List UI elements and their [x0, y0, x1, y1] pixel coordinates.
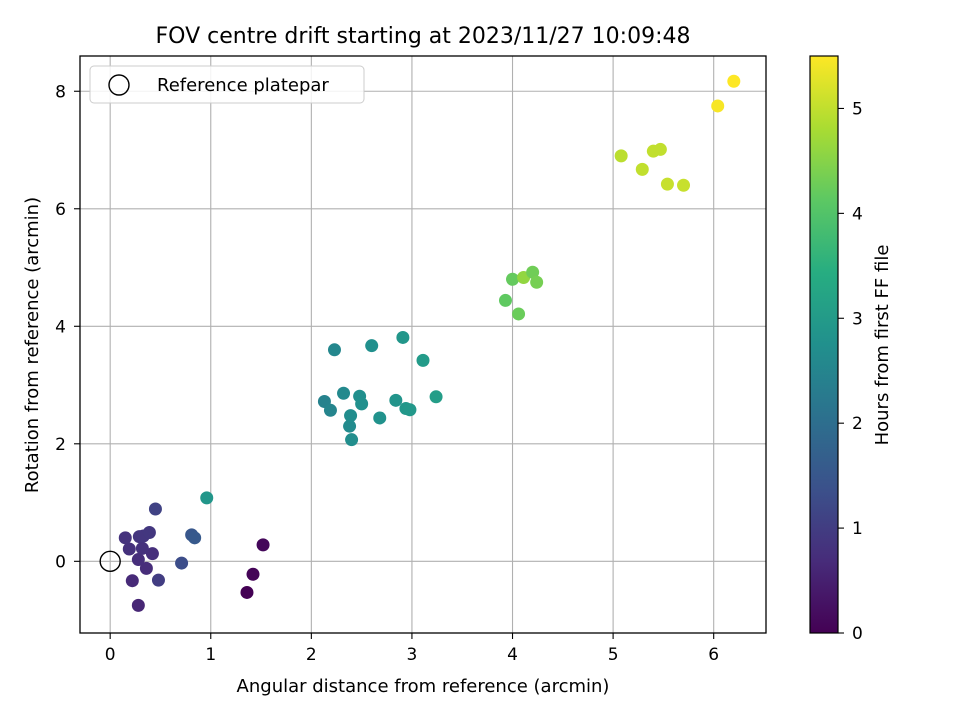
data-point [139, 561, 153, 575]
data-point [131, 553, 145, 567]
x-tick-label: 2 [306, 645, 317, 665]
data-point [396, 330, 410, 344]
data-point [506, 272, 520, 286]
data-point [256, 538, 270, 552]
scatter-points [118, 74, 741, 612]
x-tick-label: 0 [105, 645, 116, 665]
colorbar-frame [809, 55, 839, 634]
data-point [200, 491, 214, 505]
x-tick-label: 3 [407, 645, 418, 665]
y-axis-label: Rotation from reference (arcmin) [22, 197, 43, 493]
data-point [122, 542, 136, 556]
legend: Reference platepar [89, 65, 365, 104]
x-tick-label: 6 [708, 645, 719, 665]
data-point [131, 598, 145, 612]
data-point [343, 419, 357, 433]
y-tick-label: 2 [55, 435, 66, 455]
data-point [727, 74, 741, 88]
grid-lines [80, 56, 766, 633]
colorbar-tick-label: 0 [852, 624, 863, 644]
data-point [344, 409, 358, 423]
y-tick-label: 8 [55, 82, 66, 102]
data-point [151, 573, 165, 587]
reference-platepar-marker [99, 550, 121, 573]
legend-reference-marker [108, 74, 130, 96]
data-point [429, 390, 443, 404]
data-point [142, 526, 156, 540]
x-tick-label: 4 [507, 645, 518, 665]
data-point [416, 353, 430, 367]
data-point [653, 142, 667, 156]
data-point [614, 149, 628, 163]
data-point [711, 99, 725, 113]
data-point [323, 403, 337, 417]
x-axis-label: Angular distance from reference (arcmin) [237, 676, 610, 697]
y-tick-label: 0 [55, 552, 66, 572]
legend-entry-reference-platepar: Reference platepar [157, 75, 329, 96]
data-point [498, 293, 512, 307]
data-point [526, 265, 540, 279]
data-point [660, 177, 674, 191]
colorbar-tick-label: 5 [852, 99, 863, 119]
data-point [389, 393, 403, 407]
data-point [403, 403, 417, 417]
data-point [125, 574, 139, 588]
data-point [337, 386, 351, 400]
data-point [148, 502, 162, 516]
data-point [635, 162, 649, 176]
legend-box [89, 65, 365, 104]
data-point [145, 547, 159, 561]
axis-ticks: 0 1 2 3 4 5 6 0 2 4 6 8 [55, 82, 719, 665]
data-point [327, 343, 341, 357]
data-point [135, 541, 149, 555]
data-point [118, 531, 132, 545]
colorbar-tick-label: 1 [852, 519, 863, 539]
data-point [530, 275, 544, 289]
colorbar-tick-label: 2 [852, 414, 863, 434]
colorbar-label: Hours from first FF file [872, 245, 893, 446]
x-tick-label: 1 [205, 645, 216, 665]
data-point [373, 411, 387, 425]
colorbar: 0 1 2 3 4 5 Hours from first FF file [809, 55, 893, 644]
colorbar-gradient [810, 56, 838, 633]
colorbar-ticks: 0 1 2 3 4 5 [838, 99, 863, 644]
colorbar-tick-label: 4 [852, 204, 863, 224]
data-point [345, 433, 359, 447]
data-point [240, 585, 254, 599]
data-point [365, 339, 379, 353]
data-point [512, 307, 526, 321]
data-point [355, 397, 369, 411]
data-point [188, 531, 202, 545]
plot-frame [79, 55, 767, 634]
data-point [677, 178, 691, 192]
chart-title: FOV centre drift starting at 2023/11/27 … [156, 24, 691, 49]
y-tick-label: 4 [55, 317, 66, 337]
reference-marker-layer [99, 550, 121, 573]
colorbar-tick-label: 3 [852, 309, 863, 329]
x-tick-label: 5 [608, 645, 619, 665]
y-tick-label: 6 [55, 200, 66, 220]
data-point [175, 556, 189, 570]
data-point [246, 567, 260, 581]
